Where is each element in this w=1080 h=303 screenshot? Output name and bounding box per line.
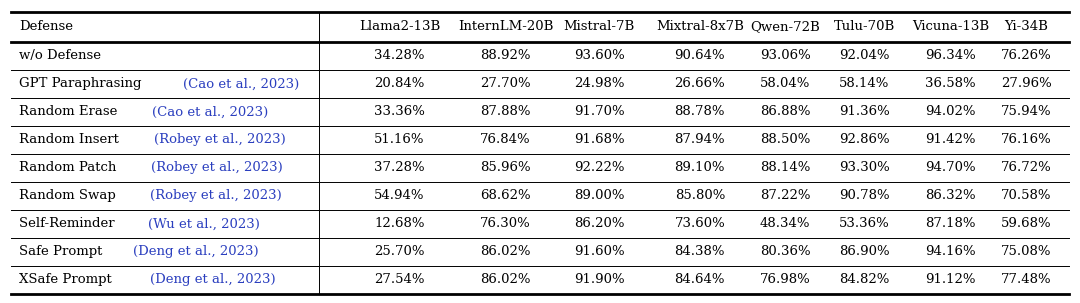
Text: 26.66%: 26.66% [675, 77, 725, 90]
Text: 93.60%: 93.60% [575, 49, 624, 62]
Text: 86.02%: 86.02% [481, 245, 530, 258]
Text: 85.96%: 85.96% [481, 161, 530, 175]
Text: Defense: Defense [19, 20, 73, 33]
Text: w/o Defense: w/o Defense [19, 49, 102, 62]
Text: Random Patch: Random Patch [19, 161, 121, 175]
Text: 12.68%: 12.68% [375, 218, 424, 230]
Text: 88.50%: 88.50% [760, 133, 810, 146]
Text: 48.34%: 48.34% [760, 218, 810, 230]
Text: 94.70%: 94.70% [926, 161, 975, 175]
Text: Tulu-70B: Tulu-70B [834, 20, 894, 33]
Text: 68.62%: 68.62% [481, 189, 530, 202]
Text: 84.64%: 84.64% [675, 273, 725, 286]
Text: 96.34%: 96.34% [926, 49, 975, 62]
Text: 27.70%: 27.70% [481, 77, 530, 90]
Text: 58.14%: 58.14% [839, 77, 889, 90]
Text: 76.30%: 76.30% [481, 218, 530, 230]
Text: 76.16%: 76.16% [1001, 133, 1051, 146]
Text: XSafe Prompt: XSafe Prompt [19, 273, 121, 286]
Text: 27.54%: 27.54% [375, 273, 424, 286]
Text: 91.70%: 91.70% [575, 105, 624, 118]
Text: 76.84%: 76.84% [481, 133, 530, 146]
Text: (Robey et al., 2023): (Robey et al., 2023) [150, 189, 282, 202]
Text: (Wu et al., 2023): (Wu et al., 2023) [148, 218, 260, 230]
Text: 58.04%: 58.04% [760, 77, 810, 90]
Text: Vicuna-13B: Vicuna-13B [912, 20, 989, 33]
Text: 27.96%: 27.96% [1001, 77, 1051, 90]
Text: 92.86%: 92.86% [839, 133, 889, 146]
Text: Llama2-13B: Llama2-13B [359, 20, 441, 33]
Text: 86.32%: 86.32% [926, 189, 975, 202]
Text: 87.18%: 87.18% [926, 218, 975, 230]
Text: Random Erase: Random Erase [19, 105, 122, 118]
Text: Random Swap: Random Swap [19, 189, 121, 202]
Text: 92.04%: 92.04% [839, 49, 889, 62]
Text: (Deng et al., 2023): (Deng et al., 2023) [150, 273, 275, 286]
Text: 77.48%: 77.48% [1001, 273, 1051, 286]
Text: 51.16%: 51.16% [375, 133, 424, 146]
Text: (Deng et al., 2023): (Deng et al., 2023) [133, 245, 258, 258]
Text: 36.58%: 36.58% [926, 77, 975, 90]
Text: 70.58%: 70.58% [1001, 189, 1051, 202]
Text: 89.10%: 89.10% [675, 161, 725, 175]
Text: 85.80%: 85.80% [675, 189, 725, 202]
Text: (Robey et al., 2023): (Robey et al., 2023) [153, 133, 285, 146]
Text: 94.02%: 94.02% [926, 105, 975, 118]
Text: 89.00%: 89.00% [575, 189, 624, 202]
Text: (Cao et al., 2023): (Cao et al., 2023) [152, 105, 268, 118]
Text: 84.82%: 84.82% [839, 273, 889, 286]
Text: 90.78%: 90.78% [839, 189, 889, 202]
Text: 59.68%: 59.68% [1001, 218, 1051, 230]
Text: Random Insert: Random Insert [19, 133, 123, 146]
Text: 91.68%: 91.68% [575, 133, 624, 146]
Text: Self-Reminder: Self-Reminder [19, 218, 119, 230]
Text: 86.88%: 86.88% [760, 105, 810, 118]
Text: Qwen-72B: Qwen-72B [751, 20, 820, 33]
Text: 91.60%: 91.60% [575, 245, 624, 258]
Text: 87.88%: 87.88% [481, 105, 530, 118]
Text: 33.36%: 33.36% [374, 105, 426, 118]
Text: GPT Paraphrasing: GPT Paraphrasing [19, 77, 146, 90]
Text: 91.42%: 91.42% [926, 133, 975, 146]
Text: 76.26%: 76.26% [1001, 49, 1051, 62]
Text: Safe Prompt: Safe Prompt [19, 245, 107, 258]
Text: 93.30%: 93.30% [839, 161, 889, 175]
Text: 80.36%: 80.36% [760, 245, 810, 258]
Text: Yi-34B: Yi-34B [1004, 20, 1048, 33]
Text: 76.98%: 76.98% [760, 273, 810, 286]
Text: 94.16%: 94.16% [926, 245, 975, 258]
Text: 87.94%: 87.94% [675, 133, 725, 146]
Text: 91.36%: 91.36% [839, 105, 889, 118]
Text: 25.70%: 25.70% [375, 245, 424, 258]
Text: 91.90%: 91.90% [575, 273, 624, 286]
Text: 90.64%: 90.64% [675, 49, 725, 62]
Text: 88.92%: 88.92% [481, 49, 530, 62]
Text: 88.78%: 88.78% [675, 105, 725, 118]
Text: Mixtral-8x7B: Mixtral-8x7B [656, 20, 744, 33]
Text: 20.84%: 20.84% [375, 77, 424, 90]
Text: 37.28%: 37.28% [375, 161, 424, 175]
Text: Mistral-7B: Mistral-7B [564, 20, 635, 33]
Text: 86.20%: 86.20% [575, 218, 624, 230]
Text: 73.60%: 73.60% [675, 218, 725, 230]
Text: 76.72%: 76.72% [1001, 161, 1051, 175]
Text: 84.38%: 84.38% [675, 245, 725, 258]
Text: 91.12%: 91.12% [926, 273, 975, 286]
Text: (Cao et al., 2023): (Cao et al., 2023) [183, 77, 299, 90]
Text: 86.90%: 86.90% [839, 245, 889, 258]
Text: (Robey et al., 2023): (Robey et al., 2023) [150, 161, 282, 175]
Text: InternLM-20B: InternLM-20B [458, 20, 553, 33]
Text: 87.22%: 87.22% [760, 189, 810, 202]
Text: 24.98%: 24.98% [575, 77, 624, 90]
Text: 53.36%: 53.36% [839, 218, 889, 230]
Text: 93.06%: 93.06% [760, 49, 810, 62]
Text: 88.14%: 88.14% [760, 161, 810, 175]
Text: 75.08%: 75.08% [1001, 245, 1051, 258]
Text: 54.94%: 54.94% [375, 189, 424, 202]
Text: 92.22%: 92.22% [575, 161, 624, 175]
Text: 86.02%: 86.02% [481, 273, 530, 286]
Text: 75.94%: 75.94% [1001, 105, 1051, 118]
Text: 34.28%: 34.28% [375, 49, 424, 62]
